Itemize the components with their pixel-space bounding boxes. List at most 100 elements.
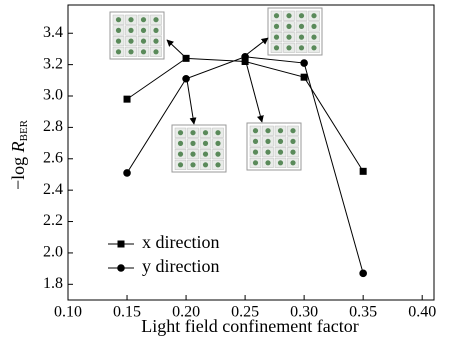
- arrow: [246, 62, 262, 122]
- inset-spot: [299, 24, 304, 29]
- marker: [359, 270, 367, 278]
- inset-spot: [253, 128, 258, 133]
- inset-spot: [215, 141, 220, 146]
- inset-spot: [116, 17, 121, 22]
- marker: [182, 75, 190, 83]
- x-tick-label: 0.10: [54, 304, 82, 321]
- x-tick-label: 0.25: [231, 304, 259, 321]
- inset-spot: [190, 162, 195, 167]
- inset-spot: [311, 13, 316, 18]
- inset-spot: [274, 45, 279, 50]
- y-tick-label: 2.0: [43, 244, 63, 261]
- inset-spot: [116, 39, 121, 44]
- inset-spot: [190, 141, 195, 146]
- marker: [241, 53, 249, 61]
- inset-spot: [274, 24, 279, 29]
- inset-spot: [203, 152, 208, 157]
- y-tick-label: 3.2: [43, 55, 63, 72]
- inset-spot: [215, 130, 220, 135]
- inset-spot: [215, 152, 220, 157]
- inset-spot: [116, 49, 121, 54]
- y-tick-label: 2.8: [43, 118, 63, 135]
- inset-spot: [265, 139, 270, 144]
- x-tick-label: 0.20: [172, 304, 200, 321]
- y-tick-label: 3.0: [43, 87, 63, 104]
- legend-label: y direction: [142, 256, 219, 276]
- x-tick-label: 0.40: [408, 304, 436, 321]
- inset-spot: [116, 28, 121, 33]
- constellation-insets: [110, 8, 322, 172]
- inset-spot: [286, 24, 291, 29]
- inset-spot: [278, 160, 283, 165]
- inset-spot: [178, 130, 183, 135]
- marker: [117, 264, 125, 272]
- inset-spot: [178, 152, 183, 157]
- inset-spot: [190, 152, 195, 157]
- x-tick-label: 0.30: [290, 304, 318, 321]
- y-tick-label: 2.6: [43, 149, 63, 166]
- inset: [247, 123, 301, 170]
- inset-spot: [215, 162, 220, 167]
- inset-spot: [203, 141, 208, 146]
- inset-spot: [253, 139, 258, 144]
- marker: [300, 59, 308, 67]
- marker: [183, 55, 190, 62]
- inset-spot: [128, 17, 133, 22]
- inset-spot: [311, 45, 316, 50]
- y-axis-label: −log RBER: [8, 119, 29, 190]
- y-tick-label: 1.8: [43, 275, 63, 292]
- inset-spot: [290, 150, 295, 155]
- inset-spot: [265, 160, 270, 165]
- y-tick-label: 2.2: [43, 212, 63, 229]
- marker: [124, 96, 131, 103]
- arrows: [167, 38, 268, 124]
- inset-spot: [290, 139, 295, 144]
- marker: [360, 168, 367, 175]
- y-label-prefix: −log: [8, 152, 28, 190]
- inset-spot: [286, 13, 291, 18]
- inset-spot: [128, 28, 133, 33]
- inset-spot: [274, 35, 279, 40]
- inset-spot: [128, 49, 133, 54]
- inset-spot: [311, 24, 316, 29]
- inset-spot: [203, 130, 208, 135]
- inset-spot: [153, 28, 158, 33]
- inset-spot: [178, 141, 183, 146]
- inset-spot: [153, 17, 158, 22]
- inset: [268, 8, 322, 55]
- inset-spot: [290, 160, 295, 165]
- inset: [110, 12, 164, 59]
- inset-spot: [141, 17, 146, 22]
- legend-label: x direction: [142, 232, 219, 252]
- inset-spot: [290, 128, 295, 133]
- marker: [301, 74, 308, 81]
- y-label-symbol: R: [8, 141, 28, 153]
- inset-spot: [253, 150, 258, 155]
- inset-spot: [190, 130, 195, 135]
- series-line: [127, 58, 363, 171]
- marker: [123, 169, 131, 177]
- x-tick-label: 0.15: [113, 304, 141, 321]
- inset-spot: [286, 45, 291, 50]
- arrow: [246, 38, 268, 55]
- inset-spot: [141, 39, 146, 44]
- inset-spot: [128, 39, 133, 44]
- inset-spot: [253, 160, 258, 165]
- arrow: [167, 40, 184, 56]
- page: {"chart_data": {"type": "line", "x_label…: [0, 0, 453, 346]
- inset: [172, 125, 226, 172]
- inset-spot: [274, 13, 279, 18]
- inset-spot: [153, 49, 158, 54]
- inset-spot: [299, 35, 304, 40]
- legend: x direction y direction: [108, 232, 219, 276]
- inset-spot: [286, 35, 291, 40]
- inset-spot: [265, 150, 270, 155]
- chart: Light field confinement factor −log RBER…: [0, 0, 453, 346]
- inset-spot: [278, 150, 283, 155]
- marker: [118, 241, 125, 248]
- inset-spot: [141, 49, 146, 54]
- inset-spot: [278, 128, 283, 133]
- inset-spot: [299, 13, 304, 18]
- y-tick-label: 3.4: [43, 24, 63, 41]
- inset-spot: [299, 45, 304, 50]
